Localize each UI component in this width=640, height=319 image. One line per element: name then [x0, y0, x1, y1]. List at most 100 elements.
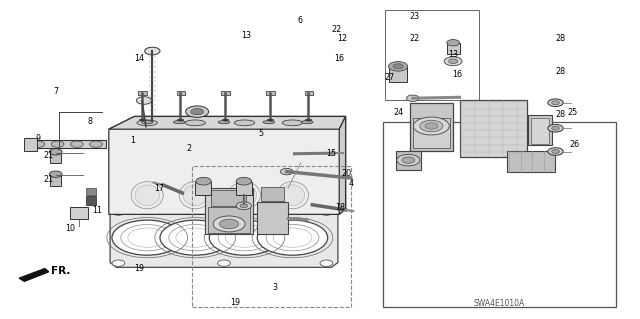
Text: 22: 22 — [331, 25, 341, 34]
Text: 7: 7 — [54, 87, 59, 96]
Text: 17: 17 — [154, 184, 164, 193]
Bar — [531, 118, 549, 144]
Bar — [305, 91, 313, 95]
Circle shape — [90, 141, 102, 147]
Text: 5: 5 — [259, 129, 264, 138]
Text: SWA4E1010A: SWA4E1010A — [474, 299, 525, 308]
Text: 19: 19 — [134, 264, 145, 273]
Circle shape — [49, 149, 62, 155]
Ellipse shape — [137, 120, 157, 126]
Circle shape — [402, 157, 415, 163]
Circle shape — [444, 57, 462, 66]
Bar — [413, 118, 450, 148]
Circle shape — [145, 47, 160, 55]
Circle shape — [51, 141, 64, 147]
Bar — [266, 91, 275, 95]
Text: 8: 8 — [87, 117, 92, 126]
Ellipse shape — [280, 185, 305, 205]
Circle shape — [160, 220, 230, 255]
Circle shape — [70, 141, 83, 147]
Bar — [208, 207, 250, 233]
Circle shape — [236, 202, 252, 210]
Text: 18: 18 — [335, 204, 346, 212]
Text: 25: 25 — [568, 108, 578, 117]
Text: 15: 15 — [326, 149, 337, 158]
Text: 13: 13 — [448, 50, 458, 59]
Text: 20: 20 — [342, 169, 352, 178]
Polygon shape — [110, 207, 338, 267]
Circle shape — [196, 177, 211, 185]
Circle shape — [280, 168, 293, 175]
Text: FR.: FR. — [51, 266, 70, 276]
Circle shape — [552, 150, 559, 153]
Bar — [236, 182, 252, 195]
Bar — [396, 151, 421, 170]
Bar — [86, 188, 96, 195]
Circle shape — [240, 204, 248, 208]
Bar — [177, 91, 185, 95]
Ellipse shape — [232, 185, 257, 205]
Circle shape — [420, 120, 443, 132]
Ellipse shape — [135, 185, 159, 205]
Bar — [447, 43, 460, 54]
Ellipse shape — [173, 121, 185, 124]
Text: 14: 14 — [134, 54, 145, 63]
Circle shape — [388, 62, 408, 71]
Circle shape — [218, 209, 230, 215]
Circle shape — [449, 59, 458, 63]
Ellipse shape — [301, 121, 313, 124]
Circle shape — [552, 126, 559, 130]
Circle shape — [548, 124, 563, 132]
Bar — [205, 188, 253, 234]
Bar — [24, 138, 37, 151]
Circle shape — [191, 108, 204, 115]
Text: 28: 28 — [555, 110, 565, 119]
Circle shape — [209, 220, 280, 255]
Circle shape — [136, 97, 152, 104]
Circle shape — [320, 209, 333, 215]
Ellipse shape — [185, 120, 205, 126]
Ellipse shape — [282, 120, 303, 126]
Text: 16: 16 — [452, 70, 463, 78]
Circle shape — [32, 141, 45, 147]
Ellipse shape — [263, 121, 275, 124]
Text: 22: 22 — [410, 34, 420, 43]
Polygon shape — [19, 269, 49, 281]
Text: 26: 26 — [570, 140, 580, 149]
Bar — [195, 182, 211, 195]
Text: 13: 13 — [241, 31, 252, 40]
Bar — [261, 187, 284, 201]
Circle shape — [112, 260, 125, 266]
Bar — [192, 166, 351, 307]
Polygon shape — [109, 116, 346, 214]
Circle shape — [220, 219, 239, 229]
Bar — [221, 91, 230, 95]
Circle shape — [49, 171, 62, 177]
Bar — [86, 196, 96, 205]
Bar — [460, 100, 527, 157]
Circle shape — [447, 40, 460, 46]
Text: 21: 21 — [43, 175, 53, 184]
Circle shape — [218, 260, 230, 266]
Text: 3: 3 — [273, 283, 278, 292]
Circle shape — [112, 220, 182, 255]
Text: 1: 1 — [131, 137, 136, 145]
Text: 28: 28 — [555, 67, 565, 76]
Bar — [389, 67, 407, 82]
Ellipse shape — [183, 185, 207, 205]
Circle shape — [425, 123, 438, 129]
Text: 4: 4 — [348, 179, 353, 188]
Text: 6: 6 — [297, 16, 302, 25]
Circle shape — [548, 99, 563, 107]
Bar — [257, 202, 288, 234]
Polygon shape — [339, 116, 346, 214]
Bar — [385, 10, 479, 100]
Circle shape — [393, 64, 403, 69]
Text: 11: 11 — [92, 206, 102, 215]
Text: 10: 10 — [65, 224, 76, 233]
Circle shape — [320, 260, 333, 266]
Circle shape — [186, 106, 209, 117]
Bar — [383, 122, 616, 307]
Text: 24: 24 — [393, 108, 403, 117]
Bar — [50, 153, 61, 163]
